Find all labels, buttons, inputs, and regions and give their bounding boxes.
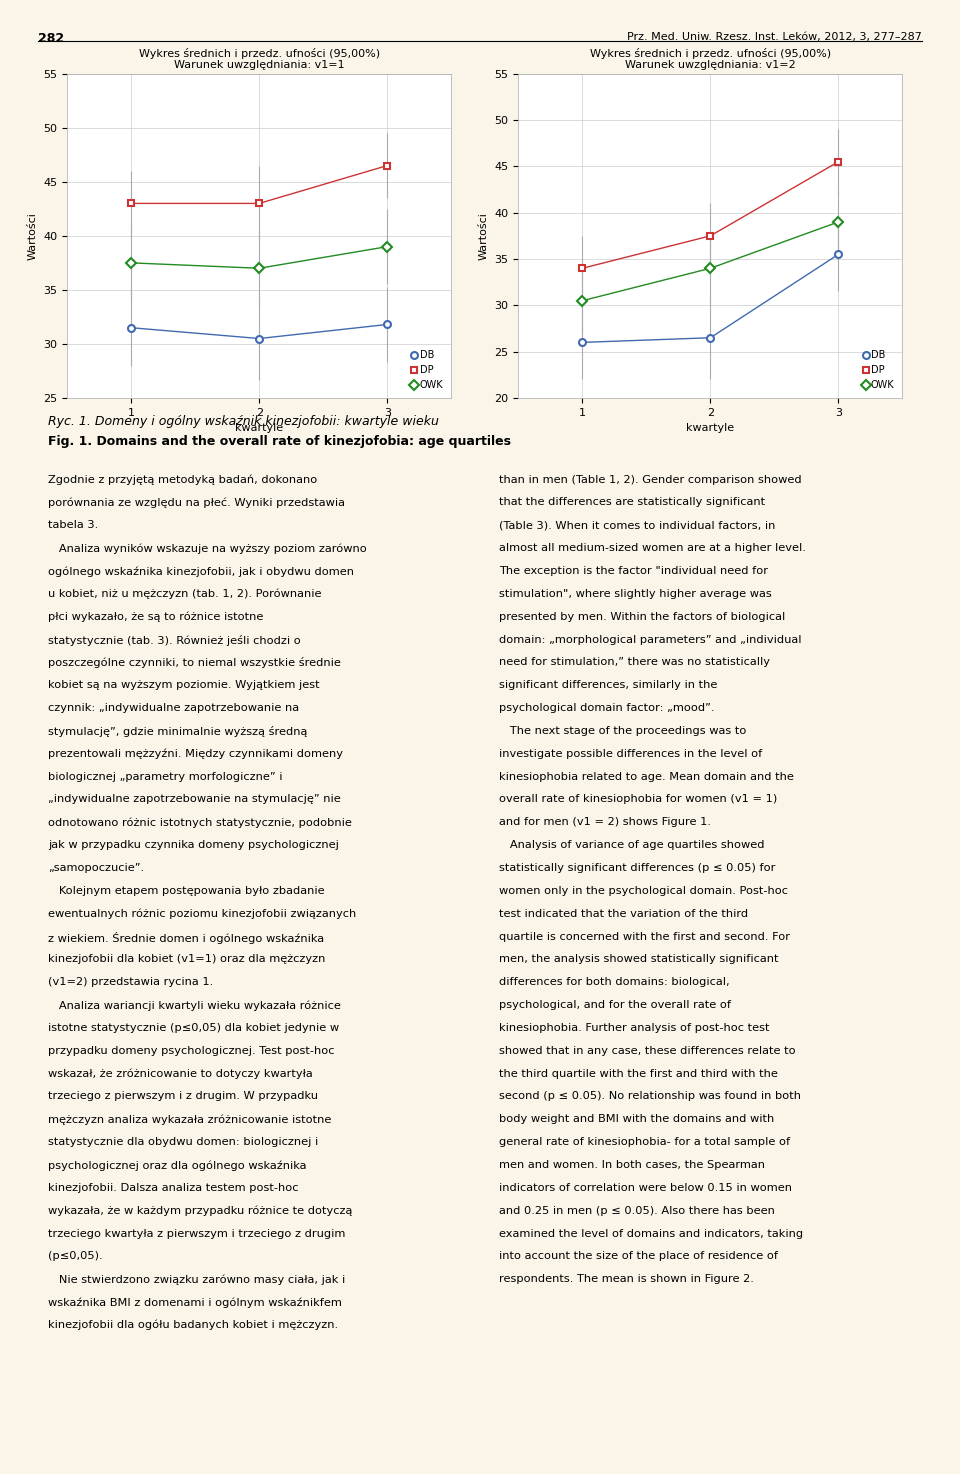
- Text: „samopoczucie”.: „samopoczucie”.: [48, 862, 144, 873]
- Text: that the differences are statistically significant: that the differences are statistically s…: [499, 498, 765, 507]
- Text: biologicznej „parametry morfologiczne” i: biologicznej „parametry morfologiczne” i: [48, 771, 282, 781]
- Text: kobiet są na wyższym poziomie. Wyjątkiem jest: kobiet są na wyższym poziomie. Wyjątkiem…: [48, 680, 320, 690]
- Text: wskaźnika BMI z domenami i ogólnym wskaźnikfem: wskaźnika BMI z domenami i ogólnym wskaź…: [48, 1297, 342, 1307]
- Text: overall rate of kinesiophobia for women (v1 = 1): overall rate of kinesiophobia for women …: [499, 794, 778, 805]
- Text: istotne statystycznie (p≤0,05) dla kobiet jedynie w: istotne statystycznie (p≤0,05) dla kobie…: [48, 1023, 339, 1033]
- Text: mężczyzn analiza wykazała zróżnicowanie istotne: mężczyzn analiza wykazała zróżnicowanie …: [48, 1114, 331, 1125]
- Text: The exception is the factor "individual need for: The exception is the factor "individual …: [499, 566, 768, 576]
- Text: general rate of kinesiophobia- for a total sample of: general rate of kinesiophobia- for a tot…: [499, 1136, 790, 1147]
- Text: indicators of correlation were below 0.15 in women: indicators of correlation were below 0.1…: [499, 1182, 792, 1192]
- Text: Zgodnie z przyjętą metodyką badań, dokonano: Zgodnie z przyjętą metodyką badań, dokon…: [48, 475, 317, 485]
- Text: trzeciego kwartyła z pierwszym i trzeciego z drugim: trzeciego kwartyła z pierwszym i trzecie…: [48, 1228, 346, 1238]
- Text: almost all medium-sized women are at a higher level.: almost all medium-sized women are at a h…: [499, 542, 806, 553]
- Text: into account the size of the place of residence of: into account the size of the place of re…: [499, 1251, 779, 1262]
- Text: płci wykazało, że są to różnice istotne: płci wykazało, że są to różnice istotne: [48, 612, 263, 622]
- Text: examined the level of domains and indicators, taking: examined the level of domains and indica…: [499, 1228, 804, 1238]
- Text: Prz. Med. Uniw. Rzesz. Inst. Leków, 2012, 3, 277–287: Prz. Med. Uniw. Rzesz. Inst. Leków, 2012…: [627, 32, 922, 43]
- Text: wskazał, że zróżnicowanie to dotyczy kwartyła: wskazał, że zróżnicowanie to dotyczy kwa…: [48, 1069, 313, 1079]
- Text: statystycznie dla obydwu domen: biologicznej i: statystycznie dla obydwu domen: biologic…: [48, 1136, 319, 1147]
- Text: psychological, and for the overall rate of: psychological, and for the overall rate …: [499, 999, 732, 1010]
- Text: odnotowano różnic istotnych statystycznie, podobnie: odnotowano różnic istotnych statystyczni…: [48, 817, 352, 828]
- Text: Analiza wariancji kwartyli wieku wykazała różnice: Analiza wariancji kwartyli wieku wykazał…: [48, 999, 341, 1011]
- Title: Wykres średnich i przedz. ufności (95,00%)
Warunek uwzględniania: v1=1: Wykres średnich i przedz. ufności (95,00…: [138, 47, 380, 71]
- Text: ogólnego wskaźnika kinezjofobii, jak i obydwu domen: ogólnego wskaźnika kinezjofobii, jak i o…: [48, 566, 354, 576]
- Text: jak w przypadku czynnika domeny psychologicznej: jak w przypadku czynnika domeny psycholo…: [48, 840, 339, 850]
- Text: Nie stwierdzono związku zarówno masy ciała, jak i: Nie stwierdzono związku zarówno masy cia…: [48, 1274, 346, 1285]
- Text: kinesiophobia. Further analysis of post-hoc test: kinesiophobia. Further analysis of post-…: [499, 1023, 770, 1033]
- Text: the third quartile with the first and third with the: the third quartile with the first and th…: [499, 1069, 778, 1079]
- Text: The next stage of the proceedings was to: The next stage of the proceedings was to: [499, 725, 747, 736]
- Text: statistically significant differences (p ≤ 0.05) for: statistically significant differences (p…: [499, 862, 776, 873]
- Text: second (p ≤ 0.05). No relationship was found in both: second (p ≤ 0.05). No relationship was f…: [499, 1091, 802, 1101]
- Text: ewentualnych różnic poziomu kinezjofobii związanych: ewentualnych różnic poziomu kinezjofobii…: [48, 908, 356, 920]
- X-axis label: kwartyle: kwartyle: [686, 423, 734, 433]
- Text: test indicated that the variation of the third: test indicated that the variation of the…: [499, 908, 749, 918]
- Text: quartile is concerned with the first and second. For: quartile is concerned with the first and…: [499, 932, 790, 942]
- Text: domain: „morphological parameters” and „individual: domain: „morphological parameters” and „…: [499, 634, 802, 644]
- Text: Analiza wyników wskazuje na wyższy poziom zarówno: Analiza wyników wskazuje na wyższy pozio…: [48, 542, 367, 554]
- Y-axis label: Wartości: Wartości: [28, 212, 37, 259]
- Text: wykazała, że w każdym przypadku różnice te dotyczą: wykazała, że w każdym przypadku różnice …: [48, 1206, 352, 1216]
- Text: kinesiophobia related to age. Mean domain and the: kinesiophobia related to age. Mean domai…: [499, 771, 794, 781]
- Text: investigate possible differences in the level of: investigate possible differences in the …: [499, 749, 762, 759]
- Text: poszczególne czynniki, to niemal wszystkie średnie: poszczególne czynniki, to niemal wszystk…: [48, 657, 341, 668]
- Text: (v1=2) przedstawia rycina 1.: (v1=2) przedstawia rycina 1.: [48, 977, 213, 988]
- Y-axis label: Wartości: Wartości: [479, 212, 489, 259]
- Text: Kolejnym etapem postępowania było zbadanie: Kolejnym etapem postępowania było zbadan…: [48, 886, 324, 896]
- Text: stimulation", where slightly higher average was: stimulation", where slightly higher aver…: [499, 588, 772, 598]
- Text: and 0.25 in men (p ≤ 0.05). Also there has been: and 0.25 in men (p ≤ 0.05). Also there h…: [499, 1206, 775, 1216]
- Text: kinezjofobii. Dalsza analiza testem post-hoc: kinezjofobii. Dalsza analiza testem post…: [48, 1182, 299, 1192]
- Text: and for men (v1 = 2) shows Figure 1.: and for men (v1 = 2) shows Figure 1.: [499, 817, 711, 827]
- Legend: DB, DP, OWK: DB, DP, OWK: [860, 348, 898, 394]
- Text: than in men (Table 1, 2). Gender comparison showed: than in men (Table 1, 2). Gender compari…: [499, 475, 802, 485]
- Text: significant differences, similarly in the: significant differences, similarly in th…: [499, 680, 717, 690]
- Text: u kobiet, niż u mężczyzn (tab. 1, 2). Porównanie: u kobiet, niż u mężczyzn (tab. 1, 2). Po…: [48, 588, 322, 600]
- X-axis label: kwartyle: kwartyle: [235, 423, 283, 433]
- Text: (Table 3). When it comes to individual factors, in: (Table 3). When it comes to individual f…: [499, 520, 776, 531]
- Text: need for stimulation,” there was no statistically: need for stimulation,” there was no stat…: [499, 657, 770, 668]
- Text: Analysis of variance of age quartiles showed: Analysis of variance of age quartiles sh…: [499, 840, 765, 850]
- Title: Wykres średnich i przedz. ufności (95,00%)
Warunek uwzględniania: v1=2: Wykres średnich i przedz. ufności (95,00…: [589, 47, 831, 71]
- Text: kinezjofobii dla ogółu badanych kobiet i mężczyzn.: kinezjofobii dla ogółu badanych kobiet i…: [48, 1319, 338, 1331]
- Text: showed that in any case, these differences relate to: showed that in any case, these differenc…: [499, 1045, 796, 1055]
- Text: differences for both domains: biological,: differences for both domains: biological…: [499, 977, 730, 988]
- Text: men and women. In both cases, the Spearman: men and women. In both cases, the Spearm…: [499, 1160, 765, 1170]
- Legend: DB, DP, OWK: DB, DP, OWK: [409, 348, 446, 394]
- Text: body weight and BMI with the domains and with: body weight and BMI with the domains and…: [499, 1114, 775, 1125]
- Text: men, the analysis showed statistically significant: men, the analysis showed statistically s…: [499, 954, 779, 964]
- Text: przypadku domeny psychologicznej. Test post-hoc: przypadku domeny psychologicznej. Test p…: [48, 1045, 334, 1055]
- Text: psychologicznej oraz dla ogólnego wskaźnika: psychologicznej oraz dla ogólnego wskaźn…: [48, 1160, 306, 1170]
- Text: porównania ze względu na płeć. Wyniki przedstawia: porównania ze względu na płeć. Wyniki pr…: [48, 498, 345, 509]
- Text: trzeciego z pierwszym i z drugim. W przypadku: trzeciego z pierwszym i z drugim. W przy…: [48, 1091, 318, 1101]
- Text: psychological domain factor: „mood”.: psychological domain factor: „mood”.: [499, 703, 714, 713]
- Text: kinezjofobii dla kobiet (v1=1) oraz dla mężczyzn: kinezjofobii dla kobiet (v1=1) oraz dla …: [48, 954, 325, 964]
- Text: statystycznie (tab. 3). Również jeśli chodzi o: statystycznie (tab. 3). Również jeśli ch…: [48, 634, 300, 646]
- Text: respondents. The mean is shown in Figure 2.: respondents. The mean is shown in Figure…: [499, 1274, 754, 1284]
- Text: prezentowali mężzyźni. Między czynnikami domeny: prezentowali mężzyźni. Między czynnikami…: [48, 749, 343, 759]
- Text: tabela 3.: tabela 3.: [48, 520, 98, 531]
- Text: presented by men. Within the factors of biological: presented by men. Within the factors of …: [499, 612, 785, 622]
- Text: Ryc. 1. Domeny i ogólny wskaźnik kinezjofobii: kwartyle wieku: Ryc. 1. Domeny i ogólny wskaźnik kinezjo…: [48, 414, 439, 427]
- Text: „indywidualne zapotrzebowanie na stymulację” nie: „indywidualne zapotrzebowanie na stymula…: [48, 794, 341, 805]
- Text: 282: 282: [38, 32, 64, 46]
- Text: stymulację”, gdzie minimalnie wyższą średną: stymulację”, gdzie minimalnie wyższą śre…: [48, 725, 307, 737]
- Text: Fig. 1. Domains and the overall rate of kinezjofobia: age quartiles: Fig. 1. Domains and the overall rate of …: [48, 435, 511, 448]
- Text: (p≤0,05).: (p≤0,05).: [48, 1251, 103, 1262]
- Text: czynnik: „indywidualne zapotrzebowanie na: czynnik: „indywidualne zapotrzebowanie n…: [48, 703, 300, 713]
- Text: z wiekiem. Średnie domen i ogólnego wskaźnika: z wiekiem. Średnie domen i ogólnego wska…: [48, 932, 324, 943]
- Text: women only in the psychological domain. Post-hoc: women only in the psychological domain. …: [499, 886, 788, 896]
